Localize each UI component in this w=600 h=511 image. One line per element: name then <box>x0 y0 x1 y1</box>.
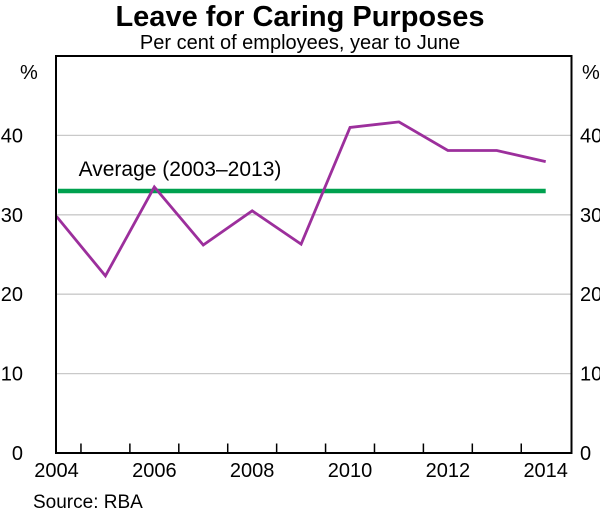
chart-title: Leave for Caring Purposes <box>115 1 484 33</box>
y-tick-label-left: 20 <box>1 284 23 306</box>
x-tick-label: 2012 <box>426 460 471 482</box>
x-axis-ticks <box>80 443 522 453</box>
x-tick-label: 2010 <box>328 460 373 482</box>
x-tick-label: 2004 <box>34 460 79 482</box>
source-label: Source: RBA <box>33 492 143 511</box>
average-line-label: Average (2003–2013) <box>79 158 282 181</box>
y-tick-label-left: 10 <box>1 364 23 386</box>
x-axis-labels: 2004 2006 2008 2010 2012 2014 <box>34 460 568 482</box>
y-tick-label-left: 30 <box>1 205 23 227</box>
y-tick-label-right: 0 <box>580 443 591 465</box>
y-tick-label-right: 10 <box>580 364 600 386</box>
y-tick-label-right: 40 <box>580 125 600 147</box>
data-series-line <box>55 120 547 279</box>
y-tick-label-left: 0 <box>12 443 23 465</box>
y-tick-label-right: 20 <box>580 284 600 306</box>
y-axis-unit-right: % <box>582 62 600 84</box>
x-tick-label: 2014 <box>523 460 568 482</box>
x-tick-label: 2006 <box>132 460 177 482</box>
y-tick-label-left: 40 <box>1 125 23 147</box>
plot-border <box>55 55 573 454</box>
x-tick-label: 2008 <box>230 460 275 482</box>
y-axis-labels: 0 0 10 10 20 20 30 30 40 40 <box>1 125 600 465</box>
y-tick-label-right: 30 <box>580 205 600 227</box>
y-axis-unit-left: % <box>20 62 38 84</box>
chart-subtitle: Per cent of employees, year to June <box>140 32 460 54</box>
